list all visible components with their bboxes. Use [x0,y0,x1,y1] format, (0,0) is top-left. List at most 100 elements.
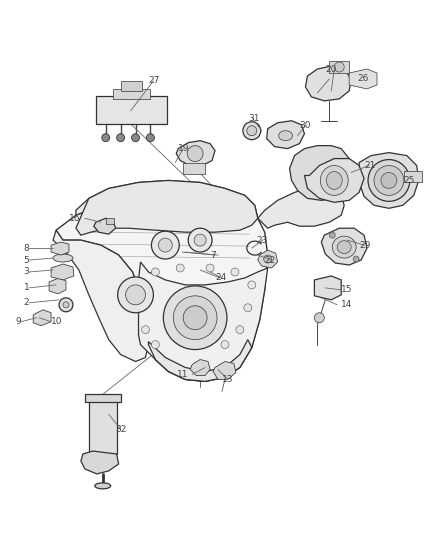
Bar [329,61,349,73]
Circle shape [126,285,145,305]
Polygon shape [138,262,268,382]
Text: 7: 7 [210,251,216,260]
Circle shape [248,281,256,289]
Polygon shape [258,250,278,268]
Circle shape [353,256,359,262]
Text: 32: 32 [116,425,127,434]
Circle shape [118,277,153,313]
Text: 3: 3 [24,268,29,277]
Polygon shape [76,181,258,235]
Circle shape [334,62,344,72]
Text: 15: 15 [341,285,353,294]
Circle shape [264,255,272,263]
Ellipse shape [95,483,111,489]
Ellipse shape [337,240,351,254]
Ellipse shape [320,166,348,196]
Circle shape [131,134,140,142]
Bar [96,96,167,124]
Circle shape [221,341,229,349]
Ellipse shape [381,173,397,188]
Circle shape [187,146,203,161]
Circle shape [159,238,172,252]
Circle shape [236,326,244,334]
Circle shape [163,286,227,350]
Text: 30: 30 [300,121,311,130]
Text: 27: 27 [148,76,160,85]
Text: 25: 25 [404,176,415,185]
Circle shape [206,264,214,272]
Bar [183,163,205,174]
Polygon shape [321,228,367,265]
Polygon shape [349,69,377,89]
Polygon shape [359,152,419,208]
Polygon shape [213,361,236,379]
Text: 22: 22 [265,255,276,264]
Bar [113,89,150,99]
Text: 10: 10 [51,317,63,326]
Text: 23: 23 [257,236,268,245]
Circle shape [176,264,184,272]
Text: 21: 21 [364,161,375,170]
Polygon shape [53,230,148,361]
Bar [106,218,114,224]
Polygon shape [258,187,344,228]
Text: 16: 16 [69,214,81,223]
Text: 5: 5 [24,255,29,264]
Text: 11: 11 [177,370,188,379]
Polygon shape [51,242,69,255]
Polygon shape [190,360,210,375]
Polygon shape [49,278,66,294]
Ellipse shape [53,254,73,262]
Polygon shape [56,198,268,382]
Text: 19: 19 [178,144,190,153]
Polygon shape [305,66,351,101]
Circle shape [243,122,261,140]
Polygon shape [81,451,119,474]
Circle shape [173,296,217,340]
Circle shape [314,313,324,322]
Circle shape [152,268,159,276]
Polygon shape [33,310,51,326]
Ellipse shape [368,159,410,201]
Circle shape [183,306,207,330]
Circle shape [152,341,159,349]
Polygon shape [94,218,116,234]
Ellipse shape [332,236,356,258]
Text: 13: 13 [222,375,233,384]
Circle shape [231,268,239,276]
Polygon shape [290,146,351,200]
Text: 2: 2 [24,298,29,308]
Polygon shape [267,121,304,149]
Text: 9: 9 [15,317,21,326]
Circle shape [117,134,124,142]
Ellipse shape [326,172,342,189]
Polygon shape [176,141,215,166]
Text: 1: 1 [24,284,29,293]
Text: 31: 31 [248,114,259,123]
Text: 8: 8 [24,244,29,253]
Circle shape [102,134,110,142]
Bar [120,81,142,91]
Ellipse shape [374,166,404,196]
Polygon shape [51,264,74,280]
Polygon shape [314,276,341,300]
Circle shape [152,231,179,259]
Polygon shape [148,340,252,382]
Text: 26: 26 [357,75,368,84]
Text: 14: 14 [341,300,353,309]
Text: 24: 24 [215,273,226,282]
Circle shape [146,134,155,142]
Circle shape [63,302,69,308]
Bar [89,399,117,454]
Polygon shape [76,181,258,218]
Text: 20: 20 [325,64,337,74]
Circle shape [244,304,252,312]
Text: 29: 29 [359,240,371,249]
Bar [85,394,120,402]
Circle shape [141,326,149,334]
Circle shape [247,126,257,136]
Circle shape [59,298,73,312]
Ellipse shape [279,131,293,141]
Bar [404,171,422,182]
Circle shape [194,234,206,246]
